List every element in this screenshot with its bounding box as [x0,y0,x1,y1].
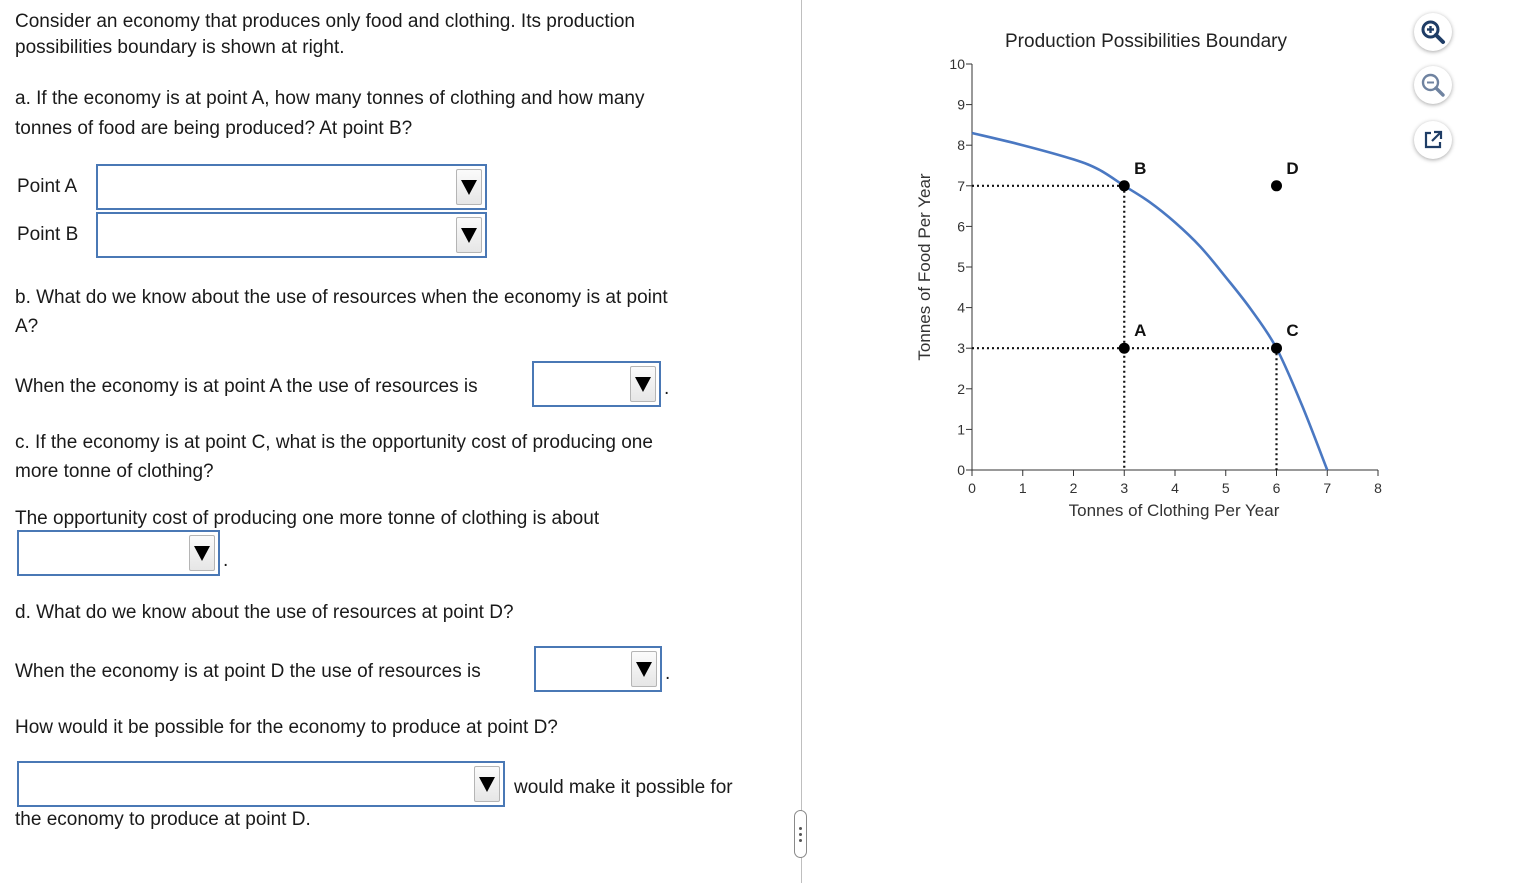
y-tick-label: 4 [957,300,965,316]
period: . [665,663,671,684]
point-label-c: C [1286,321,1298,340]
part-d-line-1: d. What do we know about the use of reso… [15,602,514,623]
y-axis-label: Tonnes of Food Per Year [915,173,934,360]
y-tick-label: 9 [957,97,965,113]
intro-line-2: possibilities boundary is shown at right… [15,37,345,58]
possible-d-dropdown[interactable] [17,761,505,807]
dropdown-arrow-icon[interactable] [630,366,656,402]
point-d [1271,180,1282,192]
ppb-chart: Production Possibilities Boundary Tonnes… [915,31,1382,520]
point-c [1271,342,1282,354]
dropdown-arrow-icon[interactable] [474,766,500,802]
part-b-line-1: b. What do we know about the use of reso… [15,287,668,308]
zoom-in-button[interactable] [1414,13,1452,51]
part-d-how: How would it be possible for the economy… [15,717,558,738]
part-d-possible-suffix: would make it possible for [514,777,733,798]
part-c-line-1: c. If the economy is at point C, what is… [15,432,653,453]
point-label-d: D [1286,159,1298,178]
part-c-answer-prefix: The opportunity cost of producing one mo… [15,508,600,529]
point-a-label: Point A [17,176,78,197]
part-c-line-2: more tonne of clothing? [15,461,214,482]
x-tick-label: 7 [1323,480,1331,496]
dropdown-arrow-icon[interactable] [189,535,215,571]
dropdown-arrow-icon[interactable] [456,217,482,253]
external-link-icon [1424,130,1443,149]
x-tick-label: 5 [1222,480,1230,496]
point-a-dropdown[interactable] [96,164,487,210]
part-d-possible-line-2: the economy to produce at point D. [15,809,311,830]
part-a-line-2: tonnes of food are being produced? At po… [15,118,413,139]
x-tick-label: 3 [1120,480,1128,496]
resources-d-dropdown[interactable] [534,646,662,692]
y-tick-label: 3 [957,340,965,356]
period: . [664,378,670,399]
y-tick-label: 1 [957,421,965,437]
zoom-in-icon [1421,20,1445,44]
point-label-a: A [1134,321,1146,340]
y-tick-label: 10 [949,56,965,72]
resources-a-dropdown[interactable] [532,361,661,407]
popout-button[interactable] [1414,121,1452,159]
x-tick-label: 2 [1070,480,1078,496]
part-d-answer-prefix: When the economy is at point D the use o… [15,661,481,682]
pane-resize-handle[interactable] [794,810,807,858]
y-tick-label: 0 [957,462,965,478]
x-tick-label: 1 [1019,480,1027,496]
point-b [1118,180,1130,192]
y-tick-label: 2 [957,381,965,397]
zoom-out-icon [1421,73,1445,97]
x-tick-label: 4 [1171,480,1179,496]
point-b-dropdown[interactable] [96,212,487,258]
point-a [1118,342,1130,354]
x-tick-label: 0 [968,480,976,496]
part-b-line-2: A? [15,316,39,337]
y-tick-label: 5 [957,259,965,275]
y-tick-label: 7 [957,178,965,194]
point-b-label: Point B [17,224,79,245]
pane-divider [801,0,802,883]
intro-line-1: Consider an economy that produces only f… [15,11,635,32]
zoom-out-button[interactable] [1414,66,1452,104]
x-tick-label: 6 [1273,480,1281,496]
dropdown-arrow-icon[interactable] [456,169,482,205]
part-b-answer-prefix: When the economy is at point A the use o… [15,376,478,397]
period: . [223,550,229,571]
part-a-line-1: a. If the economy is at point A, how man… [15,88,645,109]
y-tick-label: 8 [957,137,965,153]
point-label-b: B [1134,159,1146,178]
chart-title: Production Possibilities Boundary [1005,31,1287,52]
opportunity-cost-dropdown[interactable] [17,530,220,576]
x-axis-label: Tonnes of Clothing Per Year [1069,501,1280,520]
dropdown-arrow-icon[interactable] [631,651,657,687]
x-tick-label: 8 [1374,480,1382,496]
y-tick-label: 6 [957,218,965,234]
